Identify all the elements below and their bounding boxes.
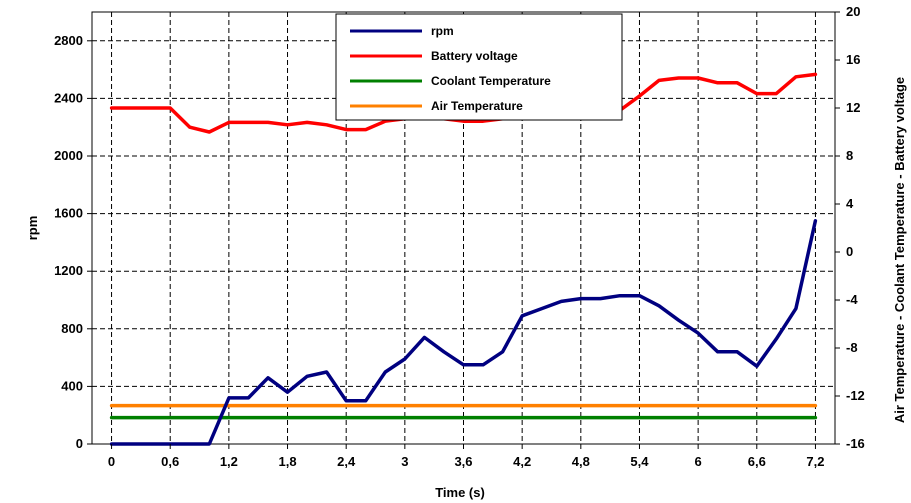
legend: rpm Battery voltage Coolant Temperature Air… [335,13,623,121]
right-tick-label: 4 [846,196,854,211]
x-axis-title: Time (s) [435,485,485,500]
left-axis-title: rpm [25,216,40,241]
x-tick-label: 6 [695,454,702,469]
right-tick-label: 0 [846,244,853,259]
left-tick-label: 1200 [54,263,83,278]
right-tick-label: -12 [846,388,865,403]
x-tick-label: 4,2 [513,454,531,469]
right-axis-title: Air Temperature - Coolant Temperature - … [892,77,907,423]
right-tick-label: 16 [846,52,860,67]
x-tick-label: 3 [401,454,408,469]
x-tick-label: 5,4 [630,454,649,469]
x-axis-ticks: 0 0,6 1,2 1,8 2,4 3 3,6 4,2 4,8 5,4 6 6,6 7,2 [108,444,824,469]
x-tick-label: 4,8 [572,454,590,469]
right-tick-label: 20 [846,4,860,19]
right-tick-label: -8 [846,340,858,355]
legend-label: rpm [431,24,454,38]
legend-label: Battery voltage [431,49,518,63]
series-lines [109,72,818,446]
left-tick-label: 2800 [54,33,83,48]
left-tick-label: 2000 [54,148,83,163]
left-tick-label: 1600 [54,206,83,221]
left-tick-label: 400 [61,378,83,393]
legend-label: Air Temperature [431,99,523,113]
x-tick-label: 0,6 [161,454,179,469]
left-tick-label: 800 [61,321,83,336]
right-tick-label: -16 [846,436,865,451]
right-axis-ticks: -16 -12 -8 -4 0 4 8 12 16 20 [835,4,865,451]
left-tick-label: 2400 [54,90,83,105]
x-tick-label: 6,6 [748,454,766,469]
x-tick-label: 1,2 [220,454,238,469]
right-tick-label: -4 [846,292,858,307]
left-tick-label: 0 [76,436,83,451]
x-tick-label: 3,6 [454,454,472,469]
x-tick-label: 7,2 [806,454,824,469]
right-tick-label: 8 [846,148,853,163]
legend-label: Coolant Temperature [431,74,551,88]
right-tick-label: 12 [846,100,860,115]
series-line-rpm [109,219,818,446]
series-line-battery-voltage [109,72,818,134]
left-axis-ticks: 0 400 800 1200 1600 2000 2400 2800 [54,33,92,451]
x-tick-label: 0 [108,454,115,469]
x-tick-label: 2,4 [337,454,356,469]
x-tick-label: 1,8 [278,454,296,469]
